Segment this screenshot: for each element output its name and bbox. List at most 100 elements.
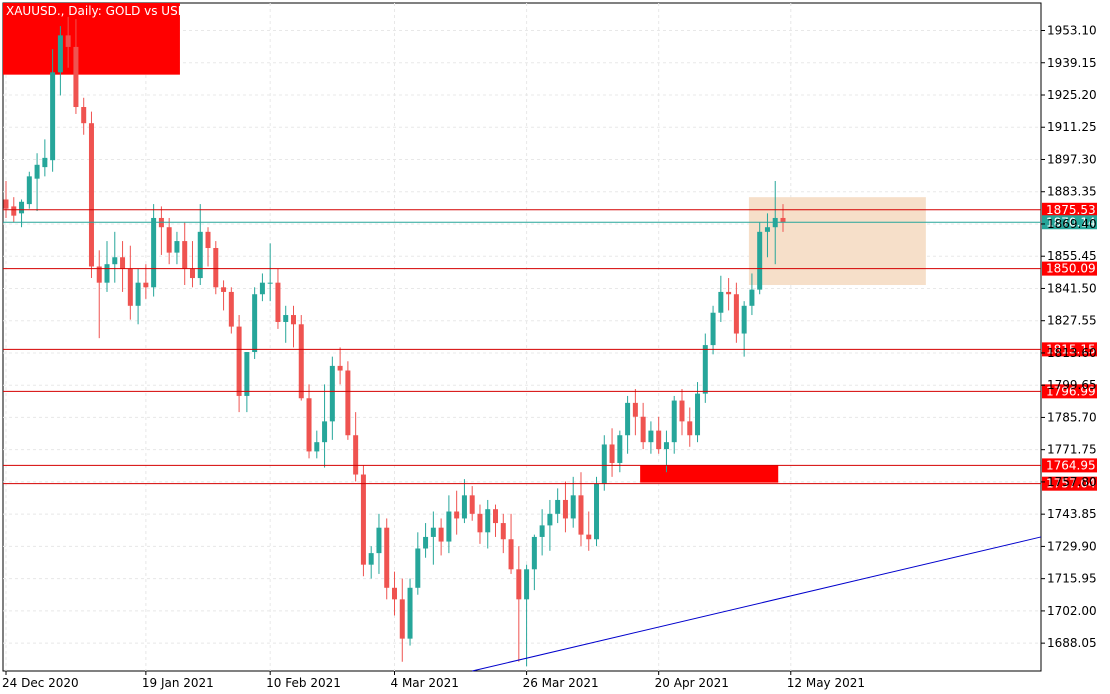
candle-body [368,553,374,565]
candle-body [182,241,188,269]
candle-body [189,268,195,279]
candle-body [42,157,48,168]
current-price-label: 1870.14 [1046,215,1096,229]
candle-body [290,315,296,325]
candle-body [275,282,281,322]
candle-body [337,365,343,371]
candle-body [329,365,335,422]
candle-body [454,511,460,519]
y-tick-label: 1953.10 [1047,24,1097,38]
candle-body [174,241,180,253]
supply-zone [748,197,926,285]
candle-body [228,291,234,327]
candle-body [539,525,545,537]
top-left-box [3,3,180,75]
y-tick-label: 1757.80 [1047,475,1097,489]
candle-body [547,513,553,526]
candle-body [26,176,32,205]
level-label-bg [1042,384,1097,399]
candle-body [81,107,87,124]
candle-body [73,46,79,108]
candle-body [353,435,359,475]
candle-body [376,527,382,554]
candle-body [322,421,328,443]
candle-body [733,294,739,334]
y-tick-label: 1897.30 [1047,152,1097,166]
x-tick-label: 24 Dec 2020 [2,676,79,690]
level-label: 1764.95 [1046,458,1096,472]
candle-body [96,266,102,283]
candle-body [493,509,499,524]
candle-body [679,400,685,422]
candle-body [656,430,662,450]
y-tick-label: 1827.55 [1047,314,1097,328]
candle-body [757,231,763,290]
candle-body [726,291,732,295]
candle-body [306,398,312,452]
level-label-bg [1042,261,1097,276]
y-tick-label: 1688.05 [1047,636,1097,650]
candle-body [749,289,755,306]
chart-title: XAUUSD., Daily: GOLD vs USD [6,4,187,18]
candle-body [702,345,708,394]
candle-body [562,499,568,519]
candle-body [57,35,63,73]
candle-body [741,305,747,334]
candle-body [516,569,522,600]
y-tick-label: 1841.50 [1047,281,1097,295]
candle-body [104,264,110,283]
candle-body [314,442,320,452]
candle-body [594,483,600,540]
candle-body [430,527,436,537]
candle-body [601,444,607,484]
level-label: 1815.15 [1046,342,1096,356]
level-label: 1757.04 [1046,477,1096,491]
x-tick-label: 19 Jan 2021 [142,676,214,690]
candle-body [570,495,576,519]
candle-body [710,312,716,346]
candle-body [609,444,615,463]
candle-body [640,416,646,443]
demand-box [640,465,779,483]
y-tick-label: 1771.75 [1047,443,1097,457]
y-tick-label: 1939.15 [1047,56,1097,70]
candle-body [764,227,770,232]
candle-body [283,315,289,322]
candle-body [780,217,786,223]
candle-body [392,587,397,600]
y-tick-label: 1869.40 [1047,217,1097,231]
candle-body [236,326,242,396]
y-tick-label: 1729.90 [1047,539,1097,553]
candle-body [135,282,141,306]
candle-body [477,513,483,533]
candle-body [461,495,467,519]
candle-body [19,201,25,214]
current-price-label-bg [1042,215,1097,230]
candle-body [531,536,537,570]
y-tick-label: 1911.25 [1047,120,1097,134]
y-tick-label: 1715.95 [1047,572,1097,586]
y-tick-label: 1743.85 [1047,507,1097,521]
candle-body [244,352,250,396]
x-tick-label: 10 Feb 2021 [266,676,341,690]
candle-body [360,474,366,565]
candle-body [718,291,724,313]
candle-body [625,402,631,436]
candle-body [197,231,203,279]
candle-body [423,536,429,549]
plot-frame [2,2,1042,672]
candle-body [648,430,654,443]
candle-body [485,509,491,533]
candle-body [143,282,149,288]
level-label-bg [1042,476,1097,491]
candle-body [127,268,133,306]
candle-body [671,400,677,443]
candle-body [151,217,157,288]
candle-body [555,499,561,514]
candle-body [120,257,126,269]
candle-body [508,539,514,570]
candle-body [415,548,421,588]
level-label: 1796.99 [1046,384,1096,398]
candle-body [446,511,452,542]
